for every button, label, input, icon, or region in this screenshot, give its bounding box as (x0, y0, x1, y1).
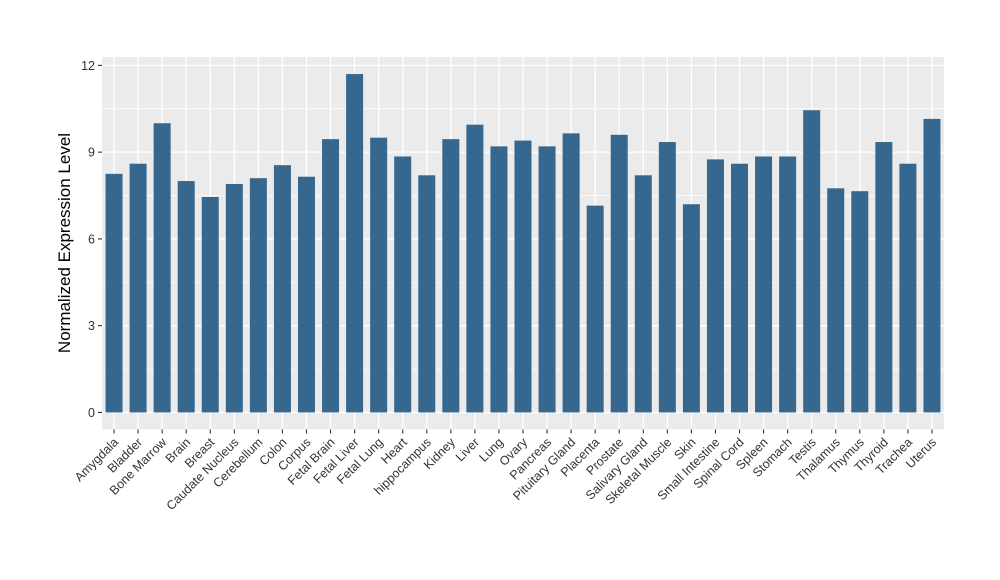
bar-prostate (610, 134, 628, 413)
bar-bone-marrow (153, 123, 171, 413)
y-tick-label-12: 12 (81, 59, 95, 73)
bar-liver (466, 124, 484, 413)
bar-stomach (779, 156, 797, 413)
bar-trachea (899, 163, 917, 413)
bar-fetal-brain (322, 139, 340, 413)
bar-testis (803, 110, 821, 413)
bar-heart (394, 156, 412, 413)
bar-kidney (442, 139, 460, 413)
bar-breast (201, 196, 219, 413)
bar-cerebellum (249, 178, 267, 413)
bar-thyroid (875, 142, 893, 413)
bar-layer (105, 74, 941, 413)
bar-small-intestine (706, 159, 724, 413)
bar-colon (273, 165, 291, 413)
bar-bladder (129, 163, 147, 413)
x-tick-label: Liver (453, 435, 482, 464)
bar-skin (682, 204, 700, 413)
bar-skeletal-muscle (658, 142, 676, 413)
bar-fetal-liver (346, 74, 364, 413)
bar-spleen (755, 156, 773, 413)
bar-pituitary-gland (562, 133, 580, 413)
bar-spinal-cord (731, 163, 749, 413)
bar-thymus (851, 191, 869, 413)
bar-thalamus (827, 188, 845, 413)
bar-amygdala (105, 173, 123, 413)
y-tick-label-9: 9 (88, 146, 95, 160)
bar-pancreas (538, 146, 556, 413)
bar-caudate-nucleus (225, 183, 243, 413)
bar-uterus (923, 118, 941, 413)
bar-lung (490, 146, 508, 413)
bar-placenta (586, 205, 604, 413)
y-tick-label-3: 3 (88, 319, 95, 333)
bar-corpus (297, 176, 315, 413)
y-tick-label-0: 0 (88, 406, 95, 420)
bar-salivary-gland (634, 175, 652, 413)
bar-brain (177, 181, 195, 413)
y-tick-label-6: 6 (88, 232, 95, 246)
bar-hippocampus (418, 175, 436, 413)
bar-ovary (514, 140, 532, 413)
y-axis-title: Normalized Expression Level (55, 133, 74, 353)
bar-fetal-lung (370, 137, 388, 413)
